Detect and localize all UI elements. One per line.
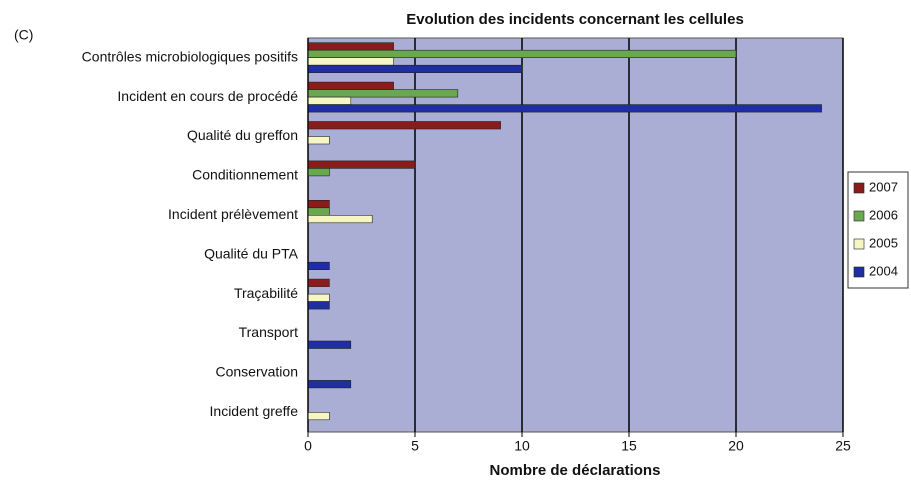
y-tick-label: Transport xyxy=(239,324,299,340)
bar xyxy=(307,411,330,421)
bar xyxy=(307,57,394,66)
bar xyxy=(307,278,330,287)
legend-swatch xyxy=(853,266,865,278)
bar xyxy=(307,136,330,145)
legend-swatch xyxy=(853,210,865,222)
bar xyxy=(307,49,737,59)
bar xyxy=(307,215,373,224)
panel-label: (C) xyxy=(14,27,33,43)
bar xyxy=(307,168,330,177)
bar xyxy=(307,89,459,98)
bar xyxy=(307,261,330,271)
y-tick-label: Qualité du PTA xyxy=(204,245,299,261)
y-tick-label: Incident greffe xyxy=(210,403,299,419)
x-tick-label: 0 xyxy=(304,438,312,454)
y-tick-label: Conservation xyxy=(216,364,299,380)
legend-swatch xyxy=(853,238,865,250)
bar xyxy=(307,200,330,209)
x-tick-label: 20 xyxy=(728,438,744,454)
chart-title: Evolution des incidents concernant les c… xyxy=(406,11,744,28)
legend-swatch xyxy=(853,182,865,194)
y-tick-label: Traçabilité xyxy=(234,285,298,301)
bar xyxy=(307,42,394,51)
bar xyxy=(307,301,330,310)
bar xyxy=(307,64,523,73)
x-tick-label: 15 xyxy=(621,438,637,454)
bar xyxy=(307,121,501,130)
legend-label: 2005 xyxy=(869,235,898,250)
y-tick-label: Contrôles microbiologiques positifs xyxy=(82,48,298,64)
y-tick-label: Qualité du greffon xyxy=(187,127,298,143)
bar xyxy=(307,340,352,349)
y-tick-label: Incident prélèvement xyxy=(168,206,298,222)
legend-label: 2006 xyxy=(869,207,898,222)
plot-area xyxy=(307,37,844,433)
y-tick-label: Incident en cours de procédé xyxy=(117,88,298,104)
bar xyxy=(307,160,416,169)
bar xyxy=(307,207,330,216)
bar xyxy=(307,380,352,389)
x-tick-label: 5 xyxy=(411,438,419,454)
x-axis-label: Nombre de déclarations xyxy=(490,462,661,479)
bar xyxy=(307,104,822,113)
x-tick-label: 25 xyxy=(835,438,851,454)
y-tick-label: Conditionnement xyxy=(192,167,298,183)
x-tick-label: 10 xyxy=(514,438,530,454)
bar xyxy=(307,96,352,105)
bar xyxy=(307,81,394,90)
legend-label: 2004 xyxy=(869,263,898,278)
legend-label: 2007 xyxy=(869,179,898,194)
bar xyxy=(307,293,330,302)
